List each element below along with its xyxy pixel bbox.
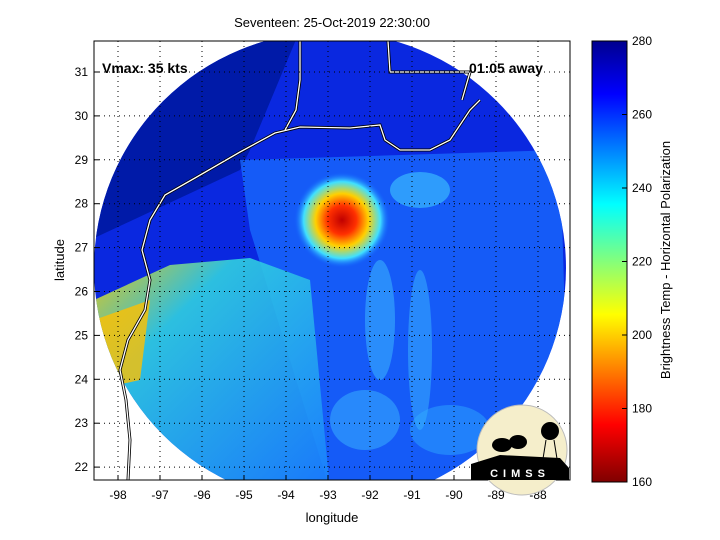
x-tick-label: -98	[109, 488, 127, 502]
colorbar-tick-label: 160	[632, 475, 652, 489]
y-tick-label: 24	[75, 372, 89, 386]
x-tick-label: -90	[445, 488, 463, 502]
y-tick-label: 27	[75, 241, 89, 255]
colorbar-tick-label: 260	[632, 108, 652, 122]
plot-title: Seventeen: 25-Oct-2019 22:30:00	[234, 15, 430, 30]
map-area	[94, 41, 570, 480]
y-axis: 31 30 29 28 27 26 25 24 23 22	[75, 65, 99, 474]
y-tick-label: 31	[75, 65, 89, 79]
y-tick-label: 23	[75, 416, 89, 430]
vmax-label: Vmax: 35 kts	[102, 60, 188, 76]
colorbar	[591, 40, 628, 483]
y-tick-label: 30	[75, 109, 89, 123]
x-axis: -98 -97 -96 -95 -94 -93 -92 -91 -90 -89 -88	[109, 475, 547, 502]
time-away-label: 01:05 away	[469, 60, 543, 76]
y-tick-label: 28	[75, 197, 89, 211]
cimss-logo-text: CIMSS	[490, 468, 550, 480]
x-tick-label: -89	[487, 488, 505, 502]
y-tick-label: 29	[75, 153, 89, 167]
colorbar-ticks: 280 260 240 220 200 180 160	[622, 34, 652, 489]
x-tick-label: -94	[277, 488, 295, 502]
y-axis-label: latitude	[52, 239, 67, 281]
x-tick-label: -93	[319, 488, 337, 502]
colorbar-tick-label: 180	[632, 402, 652, 416]
colorbar-tick-label: 220	[632, 255, 652, 269]
x-tick-label: -97	[151, 488, 169, 502]
x-axis-label: longitude	[306, 510, 359, 525]
x-tick-label: -95	[235, 488, 253, 502]
brightness-temp-swath	[94, 41, 566, 480]
colorbar-tick-label: 200	[632, 328, 652, 342]
colorbar-tick-label: 280	[632, 34, 652, 48]
y-tick-label: 25	[75, 328, 89, 342]
x-tick-label: -92	[361, 488, 379, 502]
y-tick-label: 22	[75, 460, 89, 474]
x-tick-label: -96	[193, 488, 211, 502]
x-tick-label: -91	[403, 488, 421, 502]
storm-core	[294, 172, 390, 268]
colorbar-tick-label: 240	[632, 181, 652, 195]
cimss-logo: CIMSS	[471, 404, 569, 496]
grid-lines	[94, 41, 570, 480]
colorbar-label: Brightness Temp - Horizontal Polarizatio…	[658, 141, 673, 379]
y-tick-label: 26	[75, 285, 89, 299]
plot-frame	[93, 40, 571, 481]
